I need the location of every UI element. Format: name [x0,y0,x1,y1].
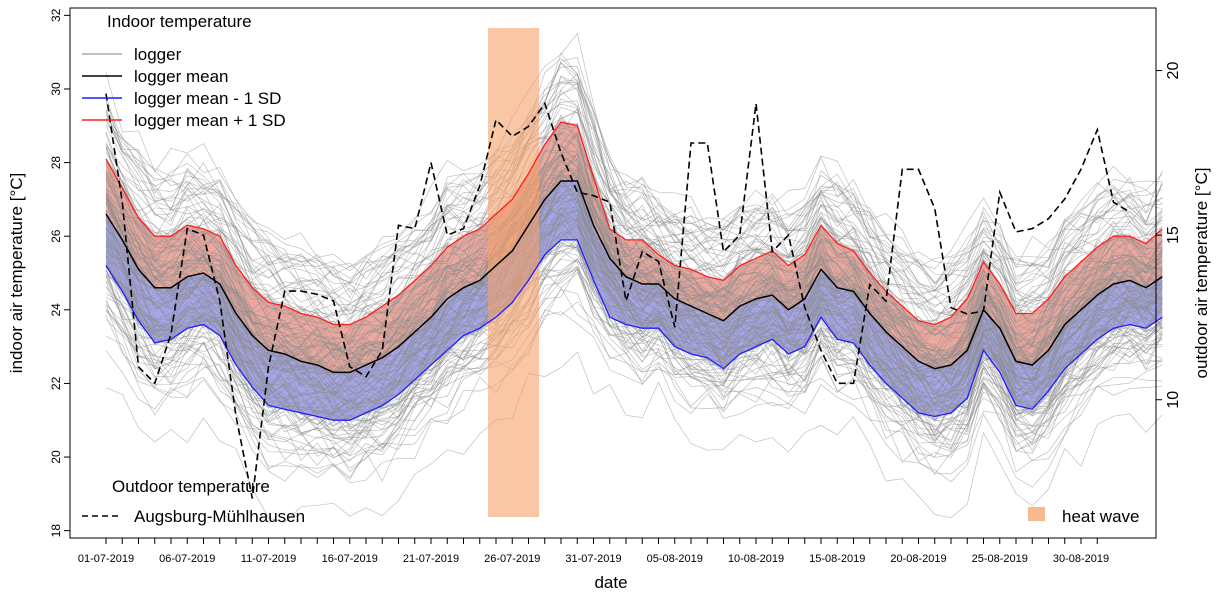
logger-line [105,151,1163,367]
logger-line [105,58,1163,284]
y-axis-right-label: outdoor air temperature [°C] [1192,168,1211,379]
legend-label-logger-mean: logger mean [134,67,229,86]
legend-heat-wave: heat wave [1028,507,1140,526]
legend-indoor: Indoor temperature logger logger mean lo… [82,12,286,130]
logger-line [105,150,1163,369]
line-outdoor-temperature [105,93,1131,499]
heat-wave-shading [488,28,539,517]
legend-indoor-title: Indoor temperature [107,12,252,31]
logger-line [105,107,1163,328]
logger-line [105,258,1163,449]
logger-line [105,245,1163,441]
logger-line [105,170,1163,383]
logger-line [105,79,1163,303]
logger-line [105,109,1163,329]
x-tick-label: 06-07-2019 [159,553,215,565]
x-tick-label: 01-07-2019 [78,553,134,565]
logger-line [105,266,1163,467]
legend-label-mean-minus-sd: logger mean - 1 SD [134,89,281,108]
y-left-tick-label: 24 [49,303,63,317]
logger-line [105,152,1163,358]
y-left-tick-label: 28 [49,156,63,170]
x-tick-label: 26-07-2019 [484,553,540,565]
plot-frame [69,7,1157,539]
legend-outdoor-title: Outdoor temperature [112,477,270,496]
logger-line [105,269,1163,456]
y-left-tick-label: 22 [49,376,63,390]
heat-wave-rect [488,28,539,517]
x-tick-label: 25-08-2019 [972,553,1028,565]
logger-line [105,301,1163,482]
logger-line [105,228,1163,428]
logger-line [105,167,1163,369]
logger-line [105,207,1163,417]
logger-line [105,65,1163,292]
logger-line [105,265,1163,456]
logger-line [105,32,1163,269]
logger-line [105,206,1163,400]
logger-line [105,111,1163,316]
logger-line [105,131,1163,338]
x-axis-label: date [594,573,627,592]
logger-line [105,173,1163,385]
axes: 18 20 22 24 26 28 30 32 10 15 20 01-07-2019 06-07-20… [49,8,1182,565]
legend-label-logger: logger [134,45,182,64]
y-axis-left-label: indoor air temperature [°C] [7,173,26,374]
summary-lines [105,93,1163,499]
y-right-tick-label: 10 [1165,391,1182,409]
logger-line [105,98,1163,321]
logger-line [105,269,1163,462]
legend-label-mean-plus-sd: logger mean + 1 SD [134,111,286,130]
logger-line [105,271,1163,454]
logger-line [105,82,1163,288]
x-tick-label: 05-08-2019 [647,553,703,565]
y-right-tick-label: 15 [1165,226,1182,244]
line-logger-mean [105,180,1163,374]
legend-label-outdoor: Augsburg-Mühlhausen [134,507,305,526]
x-tick-label: 20-08-2019 [890,553,946,565]
x-tick-label: 11-07-2019 [241,553,296,565]
x-tick-label: 21-07-2019 [403,553,459,565]
logger-line [105,311,1163,488]
y-right-tick-label: 20 [1165,62,1182,80]
logger-line [105,153,1163,360]
y-left-tick-label: 30 [49,82,63,96]
logger-line [105,62,1163,299]
logger-line [105,221,1163,428]
logger-line [105,231,1163,436]
logger-line [105,75,1163,312]
logger-line [105,157,1163,372]
line-mean-minus-sd [105,239,1163,421]
x-tick-label: 15-08-2019 [809,553,865,565]
logger-line [105,238,1163,436]
logger-line [105,106,1163,320]
logger-line [105,114,1163,337]
legend-outdoor: Outdoor temperature Augsburg-Mühlhausen [82,477,305,526]
logger-line [105,132,1163,351]
y-left-tick-label: 20 [49,450,63,464]
y-left-tick-label: 32 [49,8,63,22]
logger-line [105,212,1163,413]
logger-line [105,72,1163,299]
logger-line [105,242,1163,433]
y-left-tick-label: 26 [49,229,63,243]
x-tick-label: 31-07-2019 [565,553,621,565]
x-tick-label: 16-07-2019 [322,553,378,565]
x-tick-label: 30-08-2019 [1053,553,1109,565]
legend-swatch-heat-wave [1028,507,1045,521]
logger-line [105,267,1163,473]
logger-line [105,201,1163,411]
logger-line [105,287,1163,479]
legend-label-heat-wave: heat wave [1062,507,1140,526]
logger-line [105,351,1163,523]
y-left-tick-label: 18 [49,524,63,538]
logger-line [105,154,1163,363]
x-tick-label: 10-08-2019 [728,553,784,565]
